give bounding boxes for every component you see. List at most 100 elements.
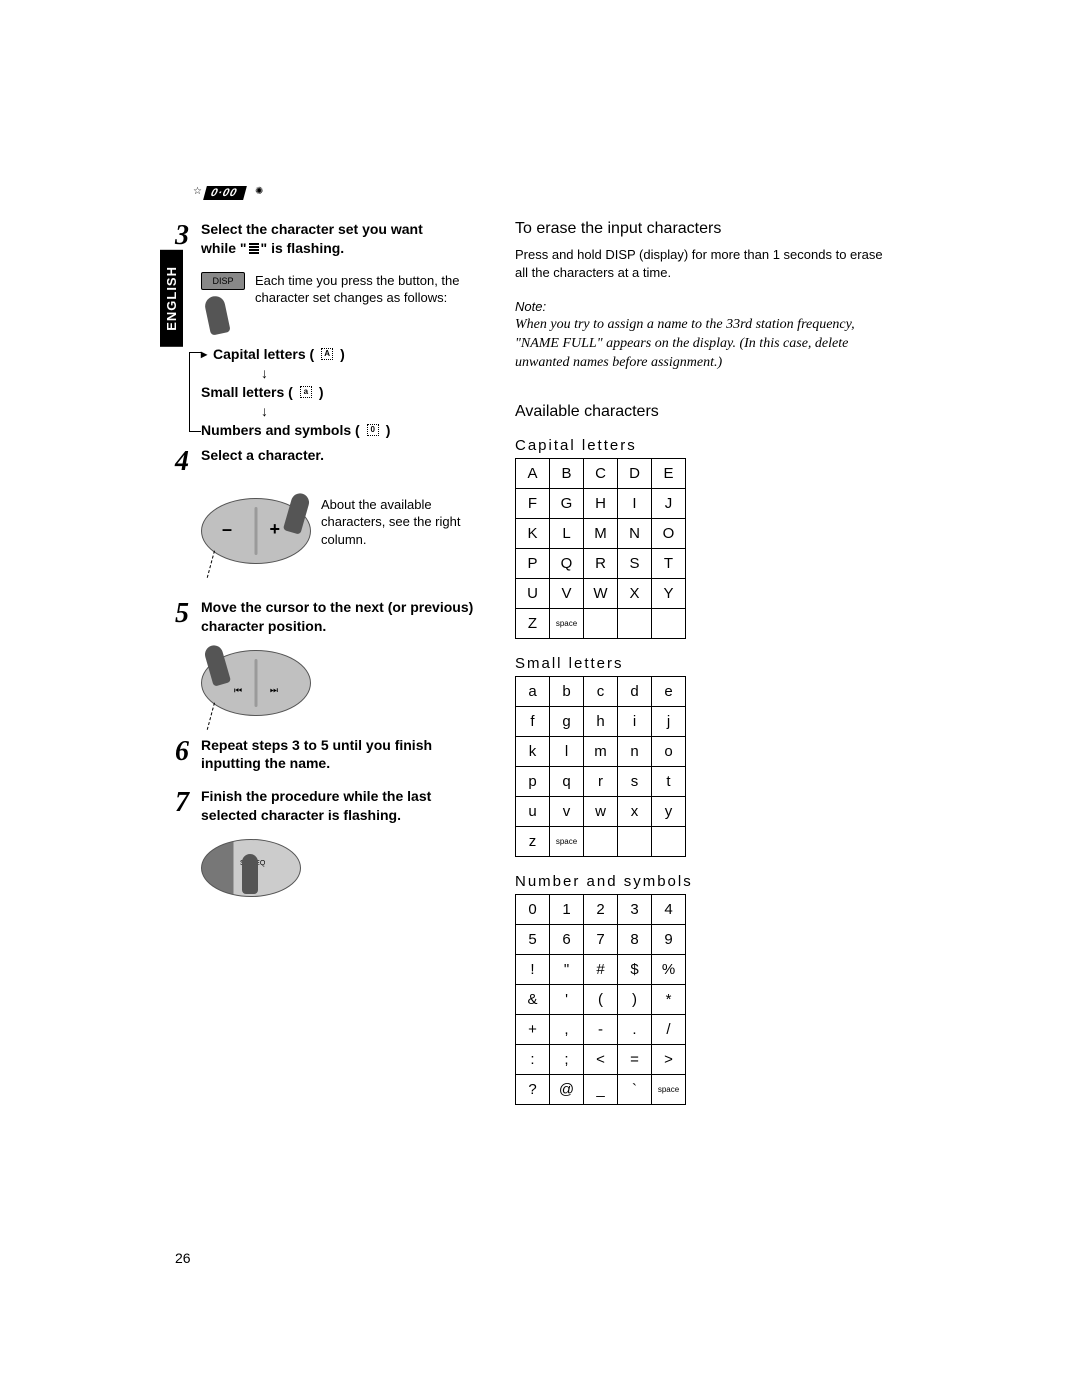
char-cell	[618, 826, 652, 856]
manual-page: ☆ 0·00 ✺ ENGLISH 3 Select the character …	[175, 190, 895, 1113]
language-tab: ENGLISH	[160, 250, 183, 347]
char-cell: H	[584, 488, 618, 518]
step-number: 6	[175, 736, 201, 774]
char-cell: v	[550, 796, 584, 826]
char-cell: b	[550, 676, 584, 706]
header-model-badge: 0·00	[203, 186, 247, 200]
char-cell: 8	[618, 924, 652, 954]
prev-track-icon: ⏮	[234, 685, 242, 696]
char-cell: G	[550, 488, 584, 518]
step-4: 4 Select a character.	[175, 446, 485, 476]
next-track-icon: ⏭	[270, 685, 278, 696]
rotary-dial-graphic: – +	[201, 498, 311, 564]
char-cell: ?	[516, 1074, 550, 1104]
flash-icon	[249, 243, 259, 255]
step3-title-line1: Select the character set you want	[201, 221, 423, 237]
char-cell: p	[516, 766, 550, 796]
small-table-title: Small letters	[515, 655, 895, 672]
cursor-dial-graphic: ⏮ ⏭	[201, 650, 311, 716]
step3-title-post: " is flashing.	[261, 240, 345, 256]
char-cell: (	[584, 984, 618, 1014]
select-finger-icon	[242, 854, 268, 904]
motion-dashes	[207, 550, 235, 583]
char-cell: C	[584, 458, 618, 488]
char-cell: 7	[584, 924, 618, 954]
number-symbol-table: 0123456789!"#$%&'()*+,-./:;<=>?@_`space	[515, 894, 686, 1105]
numsym-table-title: Number and symbols	[515, 873, 895, 890]
loop-arrow	[189, 352, 201, 432]
char-cell: t	[652, 766, 686, 796]
char-cell: c	[584, 676, 618, 706]
flow-numsym: Numbers and symbols (	[201, 422, 360, 438]
step3-subtext: Each time you press the button, the char…	[255, 272, 485, 307]
char-cell: U	[516, 578, 550, 608]
step3-title-pre: while "	[201, 240, 247, 256]
char-cell: 2	[584, 894, 618, 924]
char-cell: n	[618, 736, 652, 766]
char-cell: Z	[516, 608, 550, 638]
char-cell: y	[652, 796, 686, 826]
header-star-right: ✺	[255, 186, 263, 197]
char-cell: I	[618, 488, 652, 518]
header-star-left: ☆	[193, 186, 202, 197]
char-cell: %	[652, 954, 686, 984]
char-cell: g	[550, 706, 584, 736]
char-cell: M	[584, 518, 618, 548]
char-cell: x	[618, 796, 652, 826]
step7-title: Finish the procedure while the last sele…	[201, 787, 485, 825]
char-cell: r	[584, 766, 618, 796]
char-cell: k	[516, 736, 550, 766]
motion-dashes	[207, 702, 235, 735]
char-cell	[584, 608, 618, 638]
two-column-layout: 3 Select the character set you want whil…	[175, 220, 895, 1113]
char-cell: space	[550, 826, 584, 856]
char-cell: R	[584, 548, 618, 578]
char-cell: j	[652, 706, 686, 736]
char-cell: !	[516, 954, 550, 984]
char-cell: m	[584, 736, 618, 766]
char-cell: 1	[550, 894, 584, 924]
char-cell: &	[516, 984, 550, 1014]
step-number: 7	[175, 787, 201, 825]
flow-small: Small letters (	[201, 384, 293, 400]
char-cell: h	[584, 706, 618, 736]
char-cell: space	[550, 608, 584, 638]
disp-button-graphic: DISP	[201, 272, 245, 290]
char-cell: a	[516, 676, 550, 706]
disp-button-figure: DISP Each time you press the button, the…	[201, 272, 485, 336]
char-cell: $	[618, 954, 652, 984]
char-cell: P	[516, 548, 550, 578]
capital-table-title: Capital letters	[515, 437, 895, 454]
char-cell: L	[550, 518, 584, 548]
char-cell: 5	[516, 924, 550, 954]
dial-finger-left-icon	[196, 645, 226, 693]
numsym-icon: 0	[367, 424, 379, 436]
flow-capital: Capital letters (	[213, 346, 314, 362]
char-cell: 3	[618, 894, 652, 924]
char-cell: >	[652, 1044, 686, 1074]
char-cell: @	[550, 1074, 584, 1104]
char-cell: 9	[652, 924, 686, 954]
step-7: 7 Finish the procedure while the last se…	[175, 787, 485, 825]
flow-cap-close: )	[340, 346, 345, 362]
available-heading: Available characters	[515, 403, 895, 421]
char-cell: q	[550, 766, 584, 796]
char-cell: A	[516, 458, 550, 488]
char-cell: f	[516, 706, 550, 736]
step-3: 3 Select the character set you want whil…	[175, 220, 485, 258]
char-cell: K	[516, 518, 550, 548]
small-icon: a	[300, 386, 312, 398]
char-cell	[584, 826, 618, 856]
erase-heading: To erase the input characters	[515, 220, 895, 238]
char-cell	[652, 826, 686, 856]
dial-finger-icon	[288, 493, 318, 541]
char-cell: )	[618, 984, 652, 1014]
char-cell: N	[618, 518, 652, 548]
char-cell: D	[618, 458, 652, 488]
char-cell: Y	[652, 578, 686, 608]
step6-title: Repeat steps 3 to 5 until you finish inp…	[201, 736, 485, 774]
char-cell: .	[618, 1014, 652, 1044]
char-cell: /	[652, 1014, 686, 1044]
flow-small-close: )	[319, 384, 324, 400]
page-number: 26	[175, 1250, 191, 1266]
